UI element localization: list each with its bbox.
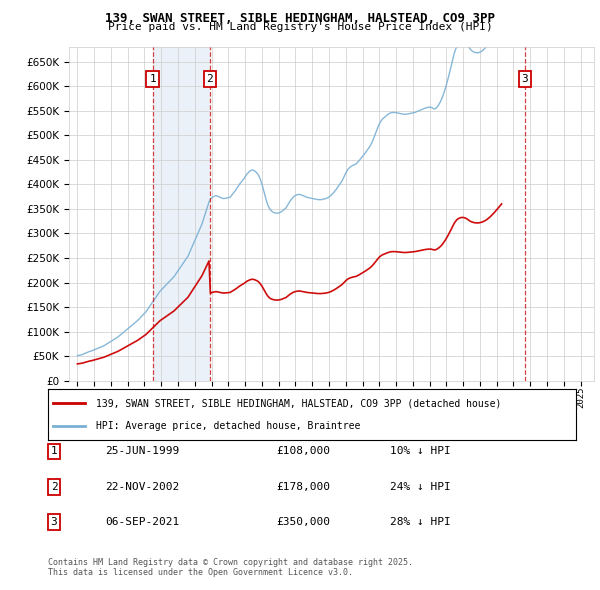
Text: £350,000: £350,000 [276,517,330,527]
Text: 10% ↓ HPI: 10% ↓ HPI [390,447,451,456]
Text: HPI: Average price, detached house, Braintree: HPI: Average price, detached house, Brai… [95,421,360,431]
Text: 25-JUN-1999: 25-JUN-1999 [105,447,179,456]
Text: Contains HM Land Registry data © Crown copyright and database right 2025.
This d: Contains HM Land Registry data © Crown c… [48,558,413,577]
Text: £178,000: £178,000 [276,482,330,491]
Text: 06-SEP-2021: 06-SEP-2021 [105,517,179,527]
Text: £108,000: £108,000 [276,447,330,456]
Text: 2: 2 [206,74,213,84]
Text: 24% ↓ HPI: 24% ↓ HPI [390,482,451,491]
Text: 3: 3 [50,517,58,527]
Text: 1: 1 [149,74,156,84]
Text: 28% ↓ HPI: 28% ↓ HPI [390,517,451,527]
Text: 2: 2 [50,482,58,491]
Text: Price paid vs. HM Land Registry's House Price Index (HPI): Price paid vs. HM Land Registry's House … [107,22,493,32]
Text: 22-NOV-2002: 22-NOV-2002 [105,482,179,491]
Text: 3: 3 [521,74,528,84]
Text: 139, SWAN STREET, SIBLE HEDINGHAM, HALSTEAD, CO9 3PP: 139, SWAN STREET, SIBLE HEDINGHAM, HALST… [105,12,495,25]
Text: 139, SWAN STREET, SIBLE HEDINGHAM, HALSTEAD, CO9 3PP (detached house): 139, SWAN STREET, SIBLE HEDINGHAM, HALST… [95,398,501,408]
Text: 1: 1 [50,447,58,456]
Bar [152,47,210,381]
